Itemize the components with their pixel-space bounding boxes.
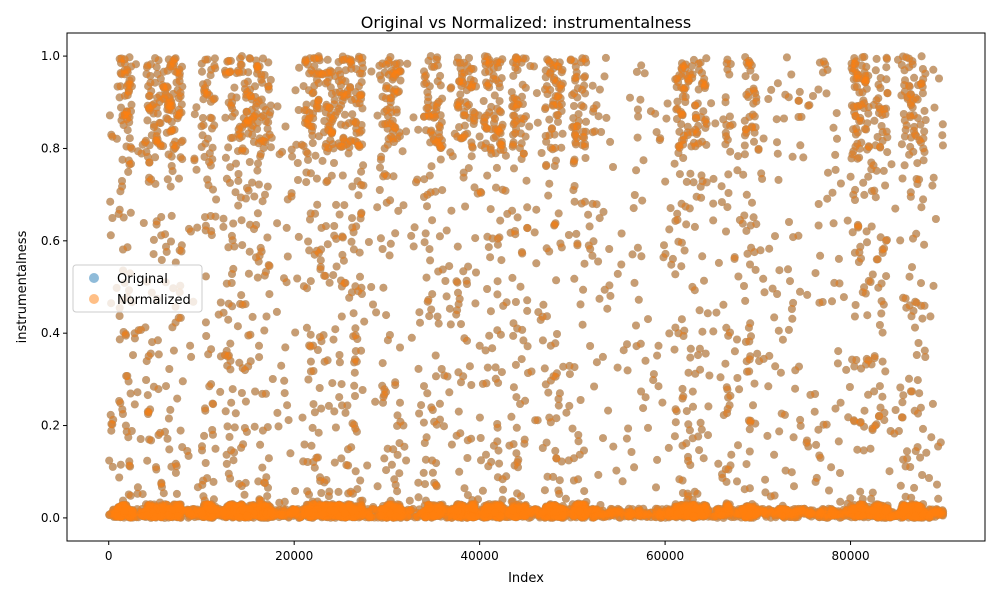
chart-title: Original vs Normalized: instrumentalness	[361, 13, 691, 32]
data-points	[105, 52, 948, 522]
